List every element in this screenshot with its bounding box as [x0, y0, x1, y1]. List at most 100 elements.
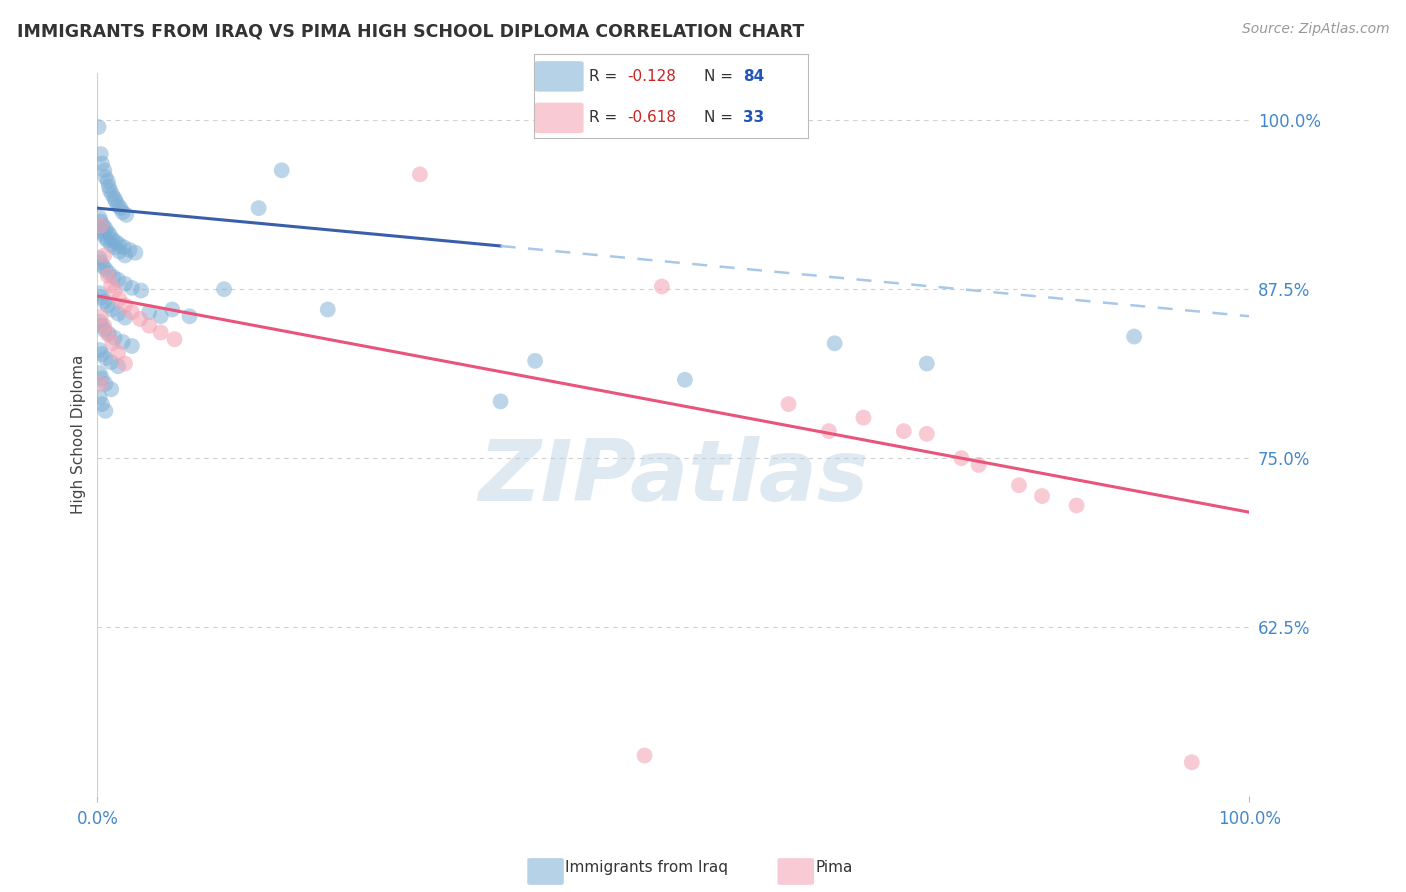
Point	[950, 451, 973, 466]
Point	[163, 332, 186, 346]
Point	[87, 120, 110, 134]
Point	[100, 237, 122, 252]
FancyBboxPatch shape	[534, 103, 583, 133]
Point	[893, 424, 915, 438]
Point	[247, 201, 270, 215]
Point	[101, 187, 124, 202]
Text: N =: N =	[704, 111, 738, 126]
Point	[94, 376, 117, 391]
Point	[90, 214, 112, 228]
Point	[104, 192, 127, 206]
Point	[138, 305, 160, 319]
Point	[129, 284, 152, 298]
Point	[107, 307, 129, 321]
Point	[89, 315, 111, 329]
Point	[90, 310, 112, 324]
Point	[98, 228, 121, 243]
Point	[89, 211, 111, 225]
Point	[212, 282, 235, 296]
Point	[108, 292, 131, 306]
Point	[91, 290, 114, 304]
Point	[90, 147, 112, 161]
Text: -0.618: -0.618	[627, 111, 676, 126]
Point	[107, 359, 129, 374]
Point	[91, 371, 114, 385]
Point	[91, 347, 114, 361]
Point	[107, 345, 129, 359]
Point	[1031, 489, 1053, 503]
Point	[89, 366, 111, 380]
Point	[121, 339, 143, 353]
Point	[100, 278, 122, 293]
Point	[101, 232, 124, 246]
Point	[160, 302, 183, 317]
Point	[651, 279, 673, 293]
Point	[91, 318, 114, 333]
Point	[915, 426, 938, 441]
Point	[100, 355, 122, 369]
Point	[852, 410, 875, 425]
Point	[124, 245, 146, 260]
Point	[97, 179, 120, 194]
Point	[90, 376, 112, 391]
Text: N =: N =	[704, 69, 738, 84]
Point	[101, 336, 124, 351]
Point	[409, 167, 432, 181]
Point	[129, 312, 152, 326]
Point	[93, 248, 115, 262]
Text: ZIPatlas: ZIPatlas	[478, 436, 869, 519]
Point	[114, 357, 136, 371]
Point	[89, 343, 111, 357]
Point	[94, 262, 117, 277]
Point	[89, 390, 111, 404]
Point	[1008, 478, 1031, 492]
FancyBboxPatch shape	[534, 62, 583, 92]
Point	[118, 243, 141, 257]
Point	[97, 268, 120, 283]
Point	[778, 397, 800, 411]
Point	[91, 219, 114, 233]
Point	[94, 221, 117, 235]
Point	[89, 221, 111, 235]
Point	[1181, 756, 1204, 770]
Point	[104, 235, 127, 249]
Point	[633, 748, 655, 763]
Point	[112, 240, 135, 254]
Point	[138, 318, 160, 333]
Point	[915, 357, 938, 371]
Point	[1123, 329, 1146, 343]
Point	[91, 397, 114, 411]
Point	[111, 334, 134, 349]
Point	[94, 404, 117, 418]
Point	[524, 354, 547, 368]
Text: Pima: Pima	[815, 860, 853, 874]
Point	[91, 156, 114, 170]
Text: 84: 84	[742, 69, 763, 84]
Point	[673, 373, 696, 387]
Point	[93, 294, 115, 309]
Point	[97, 226, 120, 240]
Point	[103, 270, 125, 285]
Point	[489, 394, 512, 409]
Point	[108, 244, 131, 259]
Point	[270, 163, 292, 178]
Point	[97, 266, 120, 280]
Point	[179, 310, 201, 324]
Point	[98, 184, 121, 198]
Text: IMMIGRANTS FROM IRAQ VS PIMA HIGH SCHOOL DIPLOMA CORRELATION CHART: IMMIGRANTS FROM IRAQ VS PIMA HIGH SCHOOL…	[17, 22, 804, 40]
Point	[104, 240, 127, 254]
Point	[114, 277, 136, 291]
Point	[115, 208, 138, 222]
Point	[824, 336, 846, 351]
Point	[93, 323, 115, 337]
Point	[97, 298, 120, 312]
Point	[1066, 499, 1088, 513]
Point	[90, 224, 112, 238]
Point	[94, 169, 117, 184]
Text: Source: ZipAtlas.com: Source: ZipAtlas.com	[1241, 22, 1389, 37]
Point	[89, 286, 111, 301]
Point	[100, 382, 122, 396]
Point	[91, 259, 114, 273]
Point	[97, 174, 120, 188]
Point	[91, 227, 114, 241]
